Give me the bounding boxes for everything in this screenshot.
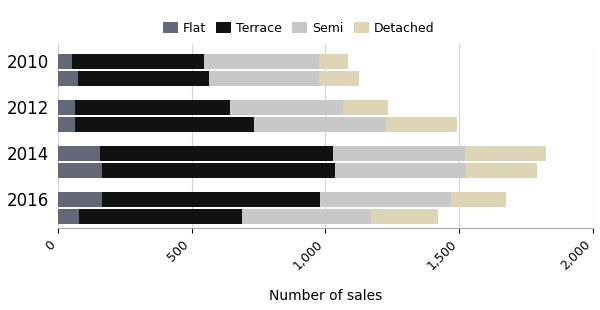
Bar — [102, 192, 320, 207]
Bar — [254, 117, 386, 132]
Bar — [464, 146, 546, 161]
Bar — [78, 71, 209, 86]
X-axis label: Number of sales: Number of sales — [269, 289, 382, 303]
Bar — [319, 71, 359, 86]
Bar — [203, 54, 319, 69]
Bar — [386, 117, 457, 132]
Bar — [100, 146, 334, 161]
Bar — [58, 146, 100, 161]
Bar — [58, 192, 102, 207]
Bar — [320, 192, 451, 207]
Bar — [75, 117, 254, 132]
Bar — [343, 100, 388, 115]
Bar — [102, 163, 335, 178]
Bar — [230, 100, 343, 115]
Bar — [451, 192, 506, 207]
Bar — [58, 71, 78, 86]
Bar — [209, 71, 319, 86]
Bar — [335, 163, 466, 178]
Bar — [466, 163, 537, 178]
Bar — [73, 54, 203, 69]
Bar — [75, 100, 230, 115]
Bar — [58, 209, 79, 224]
Bar — [58, 54, 73, 69]
Bar — [58, 117, 75, 132]
Bar — [242, 209, 371, 224]
Bar — [58, 163, 102, 178]
Bar — [58, 100, 75, 115]
Bar — [319, 54, 348, 69]
Bar — [334, 146, 464, 161]
Legend: Flat, Terrace, Semi, Detached: Flat, Terrace, Semi, Detached — [158, 17, 439, 40]
Bar — [371, 209, 438, 224]
Bar — [79, 209, 242, 224]
